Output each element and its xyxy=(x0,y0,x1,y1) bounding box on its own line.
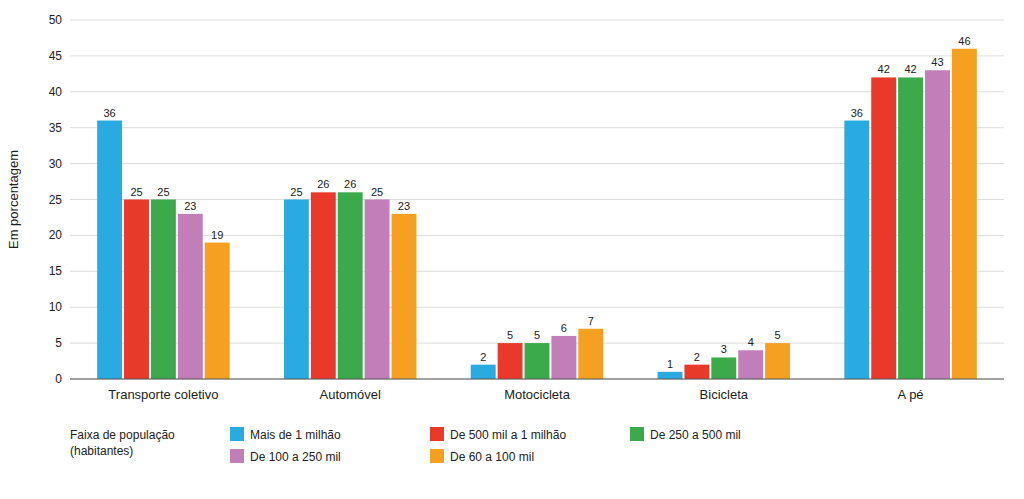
y-tick-label: 15 xyxy=(49,264,63,278)
bar xyxy=(525,343,550,379)
grid-line xyxy=(70,20,1004,21)
bar xyxy=(844,121,869,379)
x-tick-label: Bicicleta xyxy=(700,387,749,402)
data-label: 46 xyxy=(958,35,970,47)
bar xyxy=(658,372,683,379)
data-label: 26 xyxy=(344,178,356,190)
legend-swatch xyxy=(230,449,244,463)
bar xyxy=(284,200,309,380)
bars xyxy=(97,49,977,379)
bar xyxy=(738,350,763,379)
legend-label: De 100 a 250 mil xyxy=(250,450,341,464)
legend-swatch xyxy=(230,427,244,441)
x-axis-line xyxy=(70,379,1004,380)
legend-swatch xyxy=(630,427,644,441)
data-label: 25 xyxy=(130,186,142,198)
x-tick-label: Automóvel xyxy=(319,387,381,402)
bar xyxy=(338,192,363,379)
legend-label: Mais de 1 milhão xyxy=(250,428,341,442)
y-tick-label: 10 xyxy=(49,300,63,314)
bar xyxy=(205,243,230,379)
data-label: 36 xyxy=(851,107,863,119)
grid-line xyxy=(70,55,1004,56)
bar xyxy=(471,365,496,379)
data-label: 4 xyxy=(748,336,754,348)
bar xyxy=(925,70,950,379)
data-labels: 36 25 2 1 36 25 26 5 2 42 25 26 5 3 42 23 25 6 4 43 19 23 7 5 46 xyxy=(103,35,970,370)
data-label: 1 xyxy=(667,358,673,370)
grid xyxy=(70,20,1004,379)
legend-swatch xyxy=(430,427,444,441)
bar xyxy=(97,121,122,379)
legend-label: De 500 mil a 1 milhão xyxy=(450,428,566,442)
x-tick-label: Transporte coletivo xyxy=(108,387,218,402)
grid-line xyxy=(70,379,1004,380)
y-tick-label: 0 xyxy=(55,372,62,386)
bar xyxy=(551,336,576,379)
x-tick-label: A pé xyxy=(898,387,924,402)
bar xyxy=(498,343,523,379)
data-label: 36 xyxy=(103,107,115,119)
data-label: 25 xyxy=(290,186,302,198)
data-label: 43 xyxy=(931,56,943,68)
data-label: 2 xyxy=(694,351,700,363)
legend-label: De 60 a 100 mil xyxy=(450,450,534,464)
data-label: 25 xyxy=(371,186,383,198)
data-label: 19 xyxy=(211,229,223,241)
bar xyxy=(365,200,390,380)
grid-line xyxy=(70,91,1004,92)
data-label: 23 xyxy=(398,200,410,212)
data-label: 5 xyxy=(534,329,540,341)
data-label: 7 xyxy=(588,315,594,327)
bar xyxy=(871,77,896,379)
bar xyxy=(392,214,417,379)
x-tick-label: Motocicleta xyxy=(504,387,571,402)
bar xyxy=(578,329,603,379)
y-tick-label: 35 xyxy=(49,121,63,135)
data-label: 2 xyxy=(480,351,486,363)
chart: 05101520253035404550Em porcentagem362521… xyxy=(0,0,1024,499)
y-tick-label: 5 xyxy=(55,336,62,350)
y-tick-label: 25 xyxy=(49,193,63,207)
data-label: 23 xyxy=(184,200,196,212)
data-label: 42 xyxy=(878,63,890,75)
bar xyxy=(684,365,709,379)
legend-title: Faixa de população(habitantes) xyxy=(70,428,175,458)
data-label: 5 xyxy=(507,329,513,341)
bar xyxy=(311,192,336,379)
y-tick-label: 30 xyxy=(49,157,63,171)
chart-container: 05101520253035404550Em porcentagem362521… xyxy=(0,0,1024,499)
bar xyxy=(151,200,176,380)
y-tick-label: 40 xyxy=(49,85,63,99)
bar xyxy=(952,49,977,379)
legend: Faixa de população(habitantes) Mais de 1 … xyxy=(70,427,741,464)
data-label: 5 xyxy=(775,329,781,341)
data-label: 26 xyxy=(317,178,329,190)
bar xyxy=(178,214,203,379)
y-tick-label: 50 xyxy=(49,13,63,27)
data-label: 25 xyxy=(157,186,169,198)
data-label: 3 xyxy=(721,343,727,355)
bar xyxy=(765,343,790,379)
y-tick-label: 45 xyxy=(49,49,63,63)
bar xyxy=(124,200,149,380)
y-axis-label: Em porcentagem xyxy=(6,150,21,249)
legend-swatch xyxy=(430,449,444,463)
data-label: 42 xyxy=(904,63,916,75)
legend-label: De 250 a 500 mil xyxy=(650,428,741,442)
bar xyxy=(898,77,923,379)
y-tick-label: 20 xyxy=(49,228,63,242)
data-label: 6 xyxy=(561,322,567,334)
bar xyxy=(711,357,736,379)
